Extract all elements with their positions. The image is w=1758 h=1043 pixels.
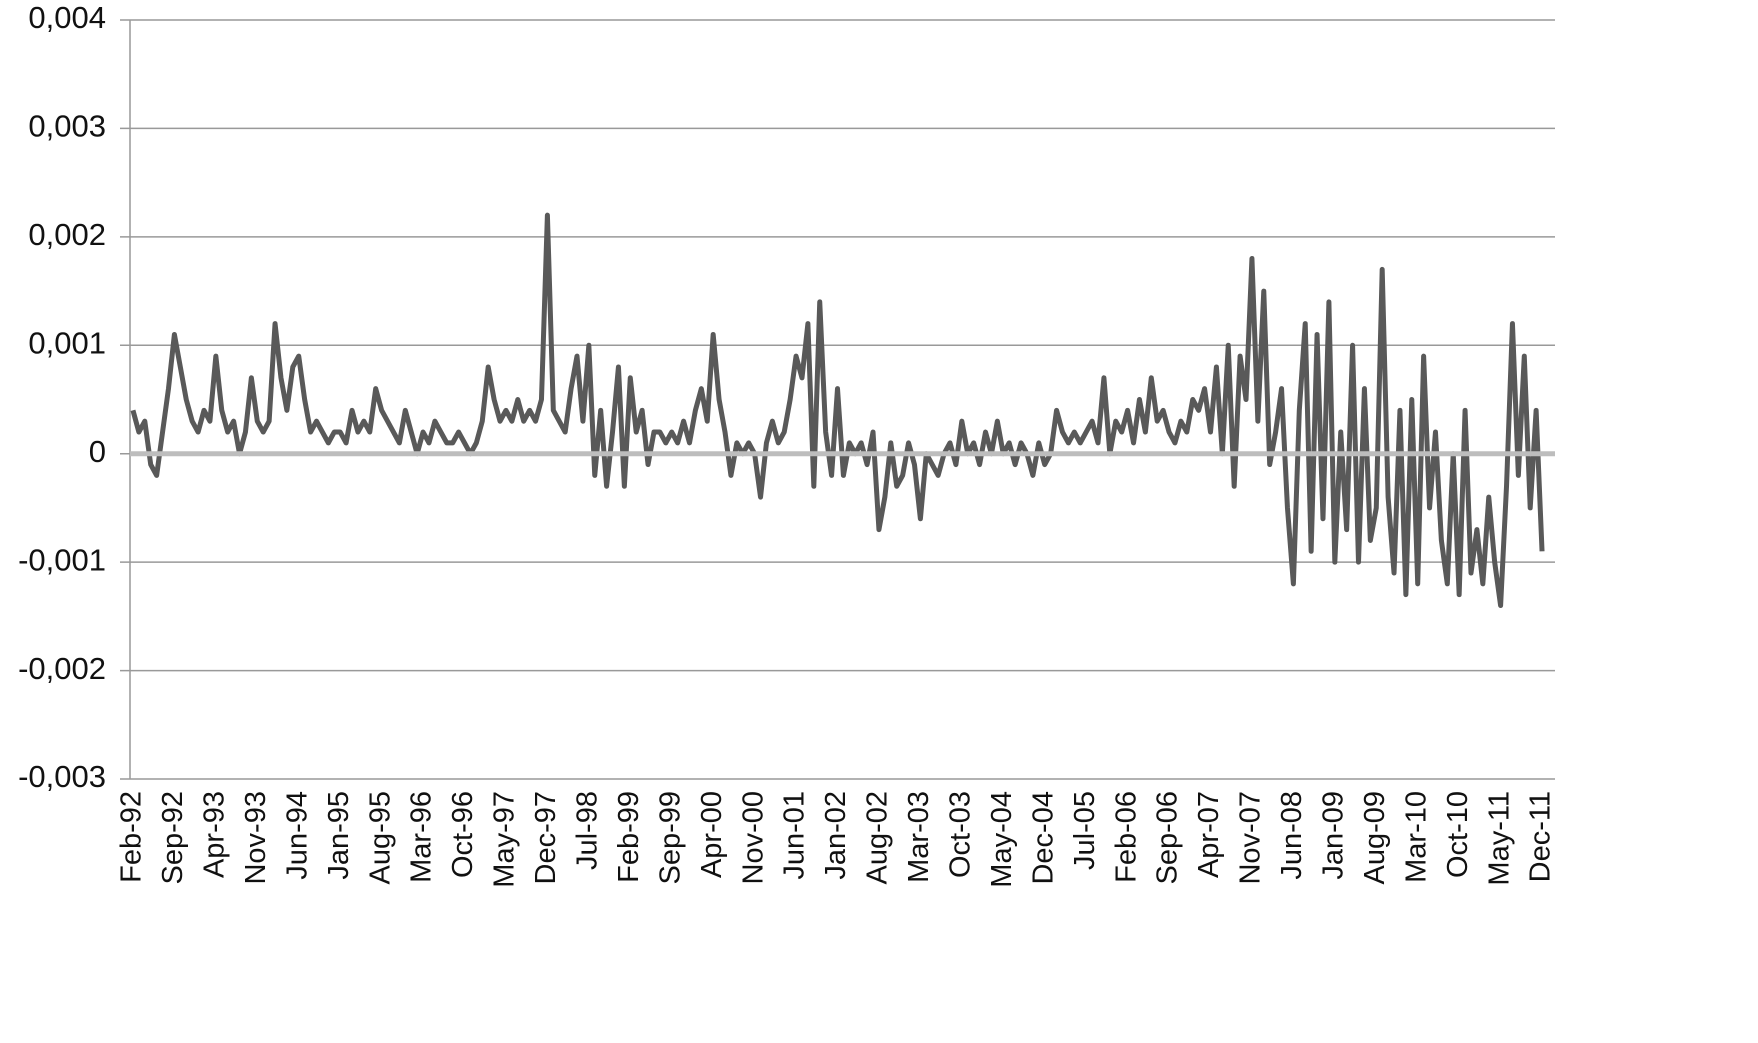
x-tick-label: Dec-11 — [1525, 791, 1557, 882]
x-tick-label: Aug-09 — [1359, 791, 1391, 885]
x-tick-label: Nov-00 — [737, 791, 769, 885]
x-tick-label: Nov-93 — [240, 791, 272, 885]
x-tick-label: Dec-04 — [1027, 791, 1059, 885]
x-tick-label: Apr-93 — [199, 791, 231, 878]
x-tick-label: Feb-99 — [613, 791, 645, 883]
x-tick-label: Jul-05 — [1069, 791, 1101, 870]
x-tick-label: Mar-03 — [903, 791, 935, 883]
y-tick-label: -0,002 — [18, 651, 106, 686]
y-tick-label: 0,001 — [28, 325, 106, 360]
x-tick-label: Sep-99 — [654, 791, 686, 885]
data-line — [130, 212, 1545, 609]
y-tick-label: 0,002 — [28, 217, 106, 252]
x-tick-label: Mar-96 — [406, 791, 438, 883]
y-tick-label: 0 — [89, 434, 106, 469]
x-tick-label: Dec-97 — [530, 791, 562, 885]
x-tick-label: Oct-96 — [447, 791, 479, 878]
y-tick-label: 0,004 — [28, 0, 106, 35]
x-tick-label: Jun-94 — [281, 791, 313, 880]
y-tick-label: -0,001 — [18, 542, 106, 577]
x-tick-label: May-11 — [1483, 791, 1515, 886]
x-tick-label: Feb-06 — [1110, 791, 1142, 883]
y-tick-label: -0,003 — [18, 759, 106, 794]
x-tick-label: May-04 — [986, 791, 1018, 888]
x-tick-label: Oct-03 — [944, 791, 976, 878]
y-tick-label: 0,003 — [28, 109, 106, 144]
x-tick-label: Sep-06 — [1152, 791, 1184, 885]
x-tick-label: Jan-95 — [323, 791, 355, 880]
x-tick-label: May-97 — [489, 791, 521, 888]
x-tick-label: Jul-98 — [571, 791, 603, 870]
x-tick-label: Oct-10 — [1442, 791, 1474, 878]
x-tick-label: Apr-00 — [696, 791, 728, 878]
x-tick-label: Feb-92 — [116, 791, 148, 883]
x-tick-label: Jun-01 — [779, 791, 811, 880]
x-tick-label: Nov-07 — [1235, 791, 1267, 885]
x-tick-label: Jan-02 — [820, 791, 852, 880]
x-tick-label: Apr-07 — [1193, 791, 1225, 878]
x-tick-label: Aug-02 — [862, 791, 894, 885]
x-tick-label: Sep-92 — [157, 791, 189, 885]
x-tick-label: Jan-09 — [1317, 791, 1349, 880]
x-tick-label: Mar-10 — [1400, 791, 1432, 883]
x-tick-label: Jun-08 — [1276, 791, 1308, 880]
x-tick-label: Aug-95 — [364, 791, 396, 885]
